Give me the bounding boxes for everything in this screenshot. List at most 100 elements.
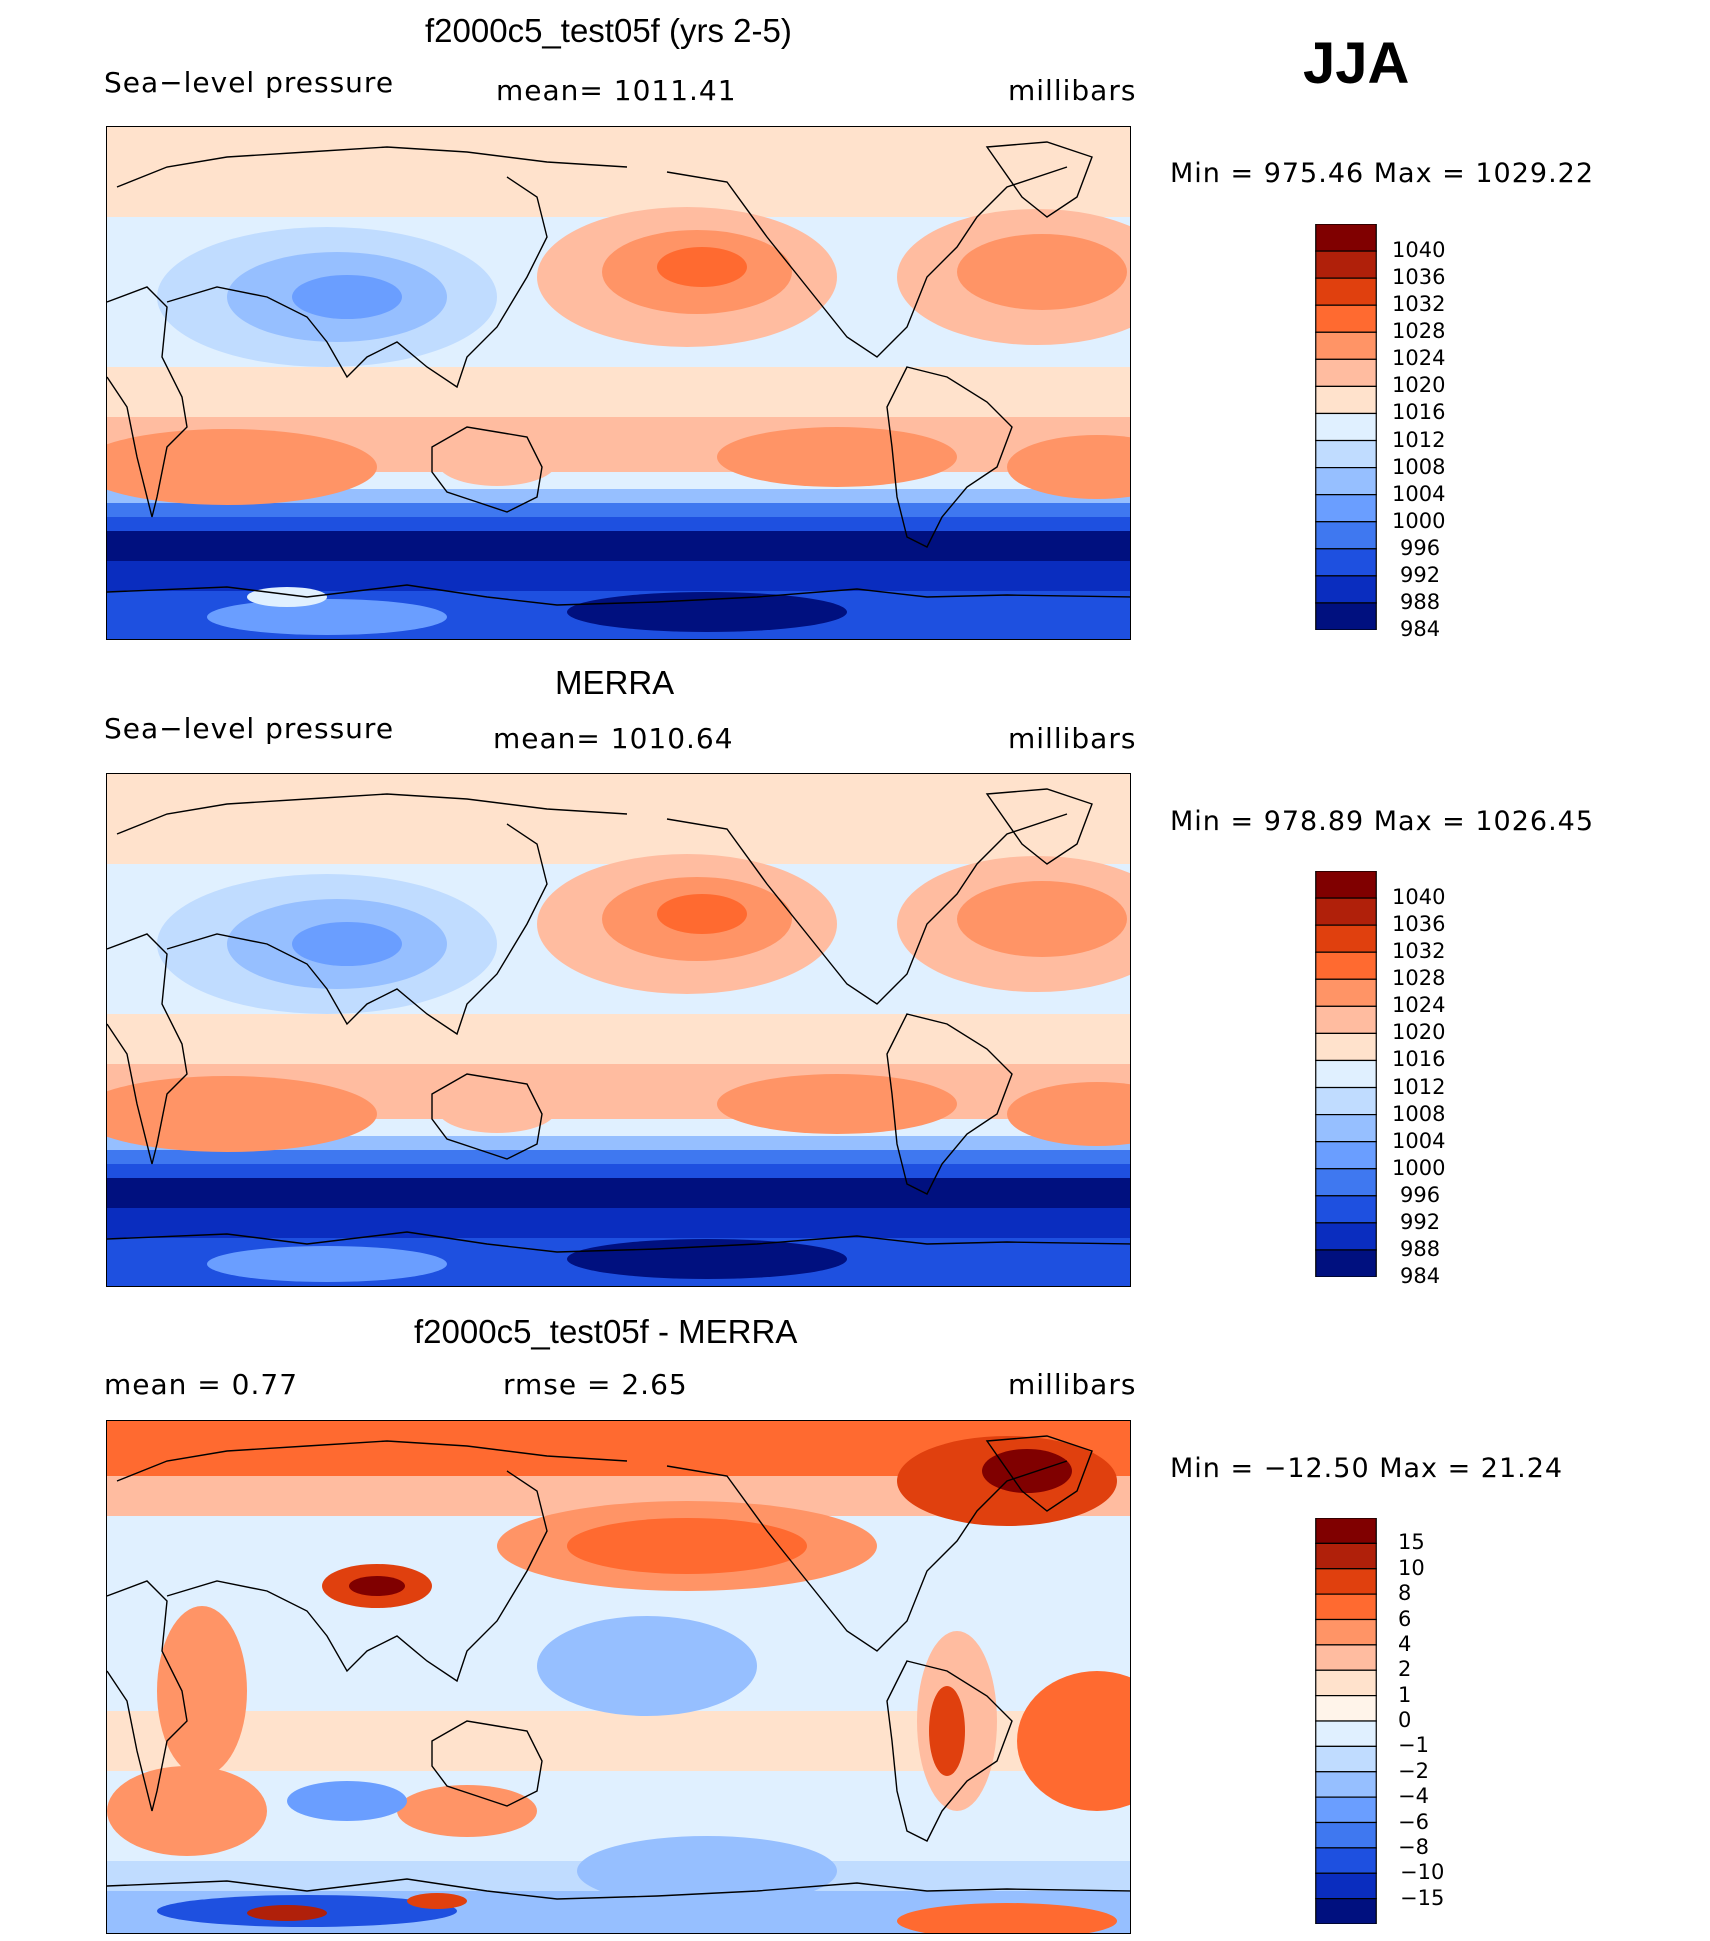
coastline: [166, 176, 548, 389]
panel-3-units-label: millibars: [1008, 1368, 1137, 1401]
colorbar-swatch: [1315, 602, 1377, 630]
colorbar-tick-label: 988: [1400, 1236, 1441, 1261]
contour-region: [247, 1905, 327, 1921]
colorbar-tick-label: 1036: [1392, 265, 1446, 290]
colorbar-tick-label: −15: [1400, 1885, 1445, 1910]
colorbar-tick-label: 984: [1400, 617, 1441, 641]
contour-region: [292, 922, 402, 966]
contour-region: [957, 881, 1127, 957]
colorbar-tick-label: 2: [1398, 1657, 1412, 1682]
coastline: [107, 1878, 1130, 1900]
contour-region: [107, 1766, 267, 1856]
coastline: [116, 146, 628, 188]
coastline: [107, 1580, 188, 1812]
colorbar-swatch: [1315, 331, 1377, 360]
colorbar-swatch: [1315, 1222, 1377, 1251]
contour-region: [207, 599, 447, 635]
colorbar-swatch: [1315, 1542, 1377, 1570]
colorbar-swatch: [1315, 1720, 1377, 1747]
panel-2-minmax: Min = 978.89 Max = 1026.45: [1170, 806, 1595, 837]
coastline: [985, 788, 1093, 865]
coastline: [116, 793, 628, 835]
contour-region: [577, 1836, 837, 1906]
colorbar-swatch: [1315, 1114, 1377, 1143]
contour-band: [107, 503, 1130, 517]
colorbar-tick-label: 1016: [1392, 1047, 1446, 1072]
colorbar-swatch: [1315, 1593, 1377, 1621]
colorbar-swatch: [1315, 1141, 1377, 1170]
panel-3-title: f2000c5_test05f - MERRA: [414, 1313, 798, 1350]
colorbar-tick-label: 1004: [1392, 1128, 1446, 1153]
contour-region: [207, 1246, 447, 1282]
panel-3-minmax: Min = −12.50 Max = 21.24: [1170, 1453, 1564, 1484]
colorbar-swatch: [1315, 385, 1377, 415]
contour-band: [107, 1208, 1130, 1238]
panel-1-title: f2000c5_test05f (yrs 2-5): [425, 12, 792, 49]
panel-2-variable-label: Sea−level pressure: [104, 712, 395, 745]
contour-region: [349, 1576, 405, 1596]
season-label: JJA: [1303, 31, 1410, 96]
contour-band: [107, 531, 1130, 561]
contour-band: [107, 1136, 1130, 1150]
coastline: [985, 1435, 1093, 1512]
coastline: [107, 286, 188, 518]
coastline: [985, 141, 1093, 218]
colorbar-swatch: [1315, 548, 1377, 577]
colorbar-swatch: [1315, 978, 1377, 1007]
panel-2-title: MERRA: [555, 664, 675, 701]
panel-3-map: [106, 1420, 1131, 1934]
colorbar-swatch: [1315, 1796, 1377, 1824]
contour-band: [107, 1150, 1130, 1164]
contour-region: [537, 1616, 757, 1716]
colorbar-tick-label: 996: [1400, 535, 1441, 560]
colorbar-tick-label: 1000: [1392, 508, 1446, 533]
panel-1-colorbar: [1315, 224, 1377, 630]
colorbar-swatch: [1315, 1745, 1377, 1773]
colorbar-swatch: [1315, 304, 1377, 333]
colorbar-swatch: [1315, 1059, 1377, 1089]
coastline: [431, 1073, 543, 1160]
colorbar-swatch: [1315, 1518, 1377, 1544]
colorbar-swatch: [1315, 1618, 1377, 1646]
colorbar-swatch: [1315, 1898, 1377, 1924]
colorbar-tick-label: 984: [1400, 1264, 1441, 1288]
colorbar-swatch: [1315, 1847, 1377, 1874]
contour-region: [982, 1449, 1072, 1493]
contour-region: [287, 1781, 407, 1821]
colorbar-swatch: [1315, 224, 1377, 252]
contour-region: [897, 1903, 1117, 1933]
panel-1-minmax: Min = 975.46 Max = 1029.22: [1170, 158, 1595, 189]
colorbar-swatch: [1315, 494, 1377, 523]
colorbar-swatch: [1315, 1249, 1377, 1277]
contour-band: [107, 561, 1130, 591]
colorbar-swatch: [1315, 250, 1377, 279]
colorbar-swatch: [1315, 412, 1377, 442]
contour-region: [407, 1893, 467, 1909]
colorbar-tick-label: 1004: [1392, 481, 1446, 506]
contour-region: [717, 427, 957, 487]
panel-3-colorbar: [1315, 1518, 1377, 1924]
contour-region: [567, 1518, 807, 1574]
coastline: [666, 813, 1068, 1005]
colorbar-swatch: [1315, 1195, 1377, 1224]
colorbar-tick-label: −6: [1398, 1809, 1429, 1834]
contour-region: [397, 1785, 537, 1837]
colorbar-tick-label: 1032: [1392, 292, 1446, 317]
contour-region: [567, 1239, 847, 1279]
colorbar-tick-label: 1008: [1392, 1101, 1446, 1126]
colorbar-tick-label: 1040: [1392, 885, 1446, 910]
colorbar-tick-label: 1032: [1392, 939, 1446, 964]
contour-region: [107, 1076, 377, 1152]
panel-1-map: [106, 126, 1131, 640]
coastline: [107, 584, 1130, 606]
contour-region: [107, 429, 377, 505]
colorbar-tick-label: 1028: [1392, 966, 1446, 991]
colorbar-tick-label: 15: [1398, 1530, 1425, 1555]
coastline: [666, 166, 1068, 358]
coastline: [107, 933, 188, 1165]
colorbar-swatch: [1315, 871, 1377, 899]
colorbar-swatch: [1315, 1005, 1377, 1034]
colorbar-swatch: [1315, 1695, 1377, 1722]
colorbar-tick-label: 1000: [1392, 1155, 1446, 1180]
colorbar-tick-label: 1020: [1392, 1020, 1446, 1045]
